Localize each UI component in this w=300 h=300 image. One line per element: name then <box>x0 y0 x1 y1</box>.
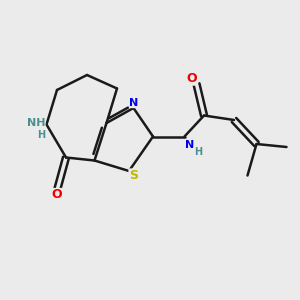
Text: O: O <box>187 72 197 85</box>
Text: O: O <box>52 188 62 202</box>
Text: NH: NH <box>26 118 45 128</box>
Text: N: N <box>185 140 194 150</box>
Text: S: S <box>129 169 138 182</box>
Text: H: H <box>194 147 202 157</box>
Text: H: H <box>37 130 45 140</box>
Text: N: N <box>130 98 139 108</box>
